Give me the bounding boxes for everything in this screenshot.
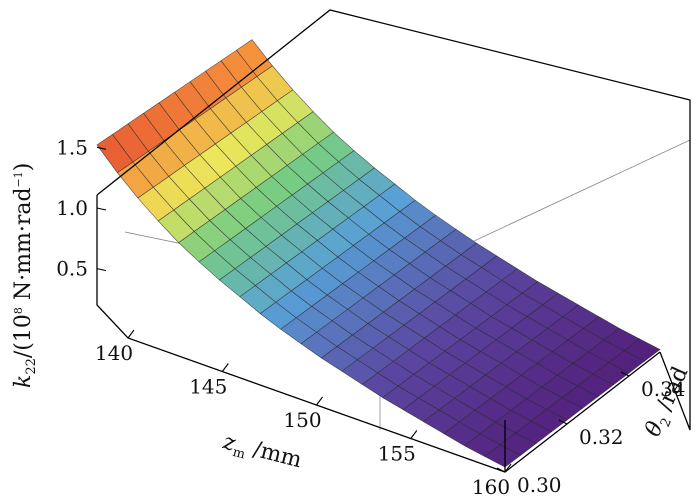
x-tick-mark [504, 463, 512, 473]
y-axis-ticks: 0.30 0.32 0.34 [496, 371, 686, 497]
y-axis-label: θ2 /rad [641, 363, 697, 442]
y-tick-mark [558, 419, 568, 425]
x-tick-mark [221, 363, 229, 372]
x-tick-mark [410, 430, 418, 439]
y-tick-label: 0.32 [579, 425, 624, 449]
x-tick-label: 150 [283, 408, 321, 432]
x-tick-mark [127, 329, 135, 339]
x-tick-label: 140 [95, 341, 133, 365]
surface-cell [96, 134, 134, 174]
box-back-right [96, 9, 691, 431]
z-tick-mark [96, 146, 107, 150]
y-tick-label: 0.30 [517, 473, 562, 497]
z-axis-label: k22/(108 N·mm·rad−1) [11, 163, 39, 388]
x-axis-ticks: 140 145 150 155 160 [95, 329, 512, 499]
x-axis-label: zm /mm [219, 429, 305, 476]
z-tick-mark [96, 268, 107, 272]
y-tick-mark [620, 371, 630, 377]
z-tick-label: 0.5 [56, 257, 88, 281]
surface-mesh [96, 39, 661, 468]
z-tick-mark [96, 207, 107, 211]
x-tick-label: 160 [472, 475, 510, 499]
x-tick-mark [316, 396, 323, 406]
y-tick-mark [496, 467, 506, 473]
z-tick-label: 1.5 [56, 135, 88, 159]
y-tick-label: 0.34 [641, 377, 686, 401]
z-tick-label: 1.0 [56, 196, 88, 220]
z-axis-ticks: 0.5 1.0 1.5 [56, 135, 107, 281]
x-tick-label: 155 [378, 442, 416, 466]
x-tick-label: 145 [189, 375, 227, 399]
